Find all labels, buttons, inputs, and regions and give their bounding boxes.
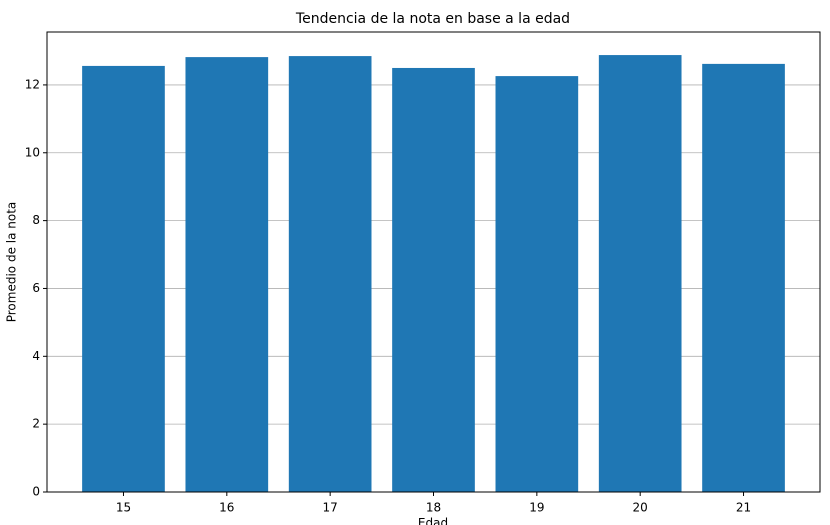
bar bbox=[495, 76, 579, 493]
bar bbox=[598, 55, 682, 493]
y-tick-label: 8 bbox=[32, 213, 40, 227]
x-tick-label: 15 bbox=[116, 501, 131, 515]
x-tick-label: 19 bbox=[529, 501, 544, 515]
bar bbox=[392, 67, 475, 492]
bar bbox=[185, 57, 269, 493]
x-tick-label: 18 bbox=[426, 501, 441, 515]
y-tick-label: 4 bbox=[32, 349, 40, 363]
x-tick-label: 21 bbox=[736, 501, 751, 515]
x-tick-label: 17 bbox=[323, 501, 338, 515]
y-tick-label: 6 bbox=[32, 281, 40, 295]
bar bbox=[288, 56, 372, 493]
bar bbox=[702, 63, 785, 492]
y-tick-label: 0 bbox=[32, 485, 40, 499]
x-tick-label: 16 bbox=[219, 501, 234, 515]
y-tick-label: 10 bbox=[25, 145, 40, 159]
y-axis-label: Promedio de la nota bbox=[5, 202, 19, 323]
x-axis-label: Edad bbox=[418, 516, 448, 525]
plot-frame bbox=[46, 31, 821, 493]
x-tick-label: 20 bbox=[633, 501, 648, 515]
y-tick-label: 2 bbox=[32, 417, 40, 431]
chart-title: Tendencia de la nota en base a la edad bbox=[295, 11, 570, 27]
y-tick-label: 12 bbox=[25, 77, 40, 91]
bar bbox=[82, 65, 165, 492]
